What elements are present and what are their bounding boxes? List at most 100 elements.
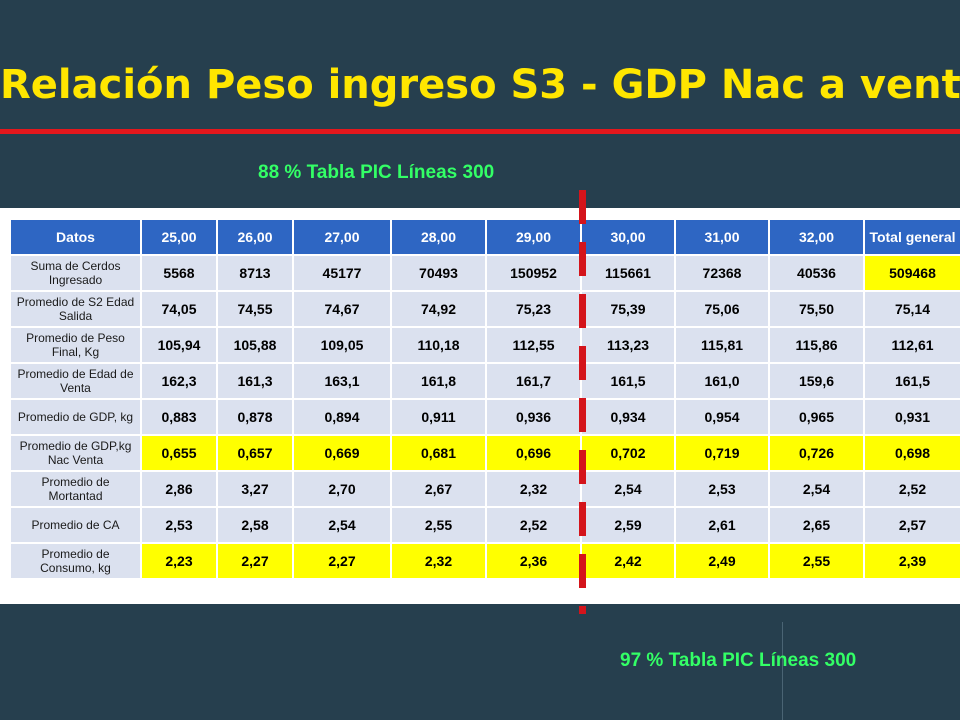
table-row: Promedio de Edad de Venta 162,3 161,3 163,1… [9,362,960,400]
vertical-guide-line [782,622,783,720]
table-cell: 72368 [674,254,770,292]
column-header: 28,00 [390,218,487,256]
table-cell: 8713 [216,254,294,292]
slide-title: Relación Peso ingreso S3 - GDP Nac a ven… [0,62,960,108]
table-cell: 115,86 [768,326,865,364]
table-row: Promedio de Peso Final, Kg 105,94 105,88 10… [9,326,960,364]
table-cell: 0,878 [216,398,294,436]
table-cell: 159,6 [768,362,865,400]
table-cell: 161,7 [485,362,582,400]
column-header: 27,00 [292,218,392,256]
column-header: 26,00 [216,218,294,256]
data-table: Datos 25,00 26,00 27,00 28,00 29,00 30,00 31,00… [9,218,960,580]
table-cell: 74,92 [390,290,487,328]
table-cell: 75,23 [485,290,582,328]
table-cell: 45177 [292,254,392,292]
table-body: Suma de Cerdos Ingresado 5568 8713 45177 704… [9,254,960,580]
column-header: Total general [863,218,960,256]
table-cell: 0,719 [674,434,770,472]
table-row: Suma de Cerdos Ingresado 5568 8713 45177 704… [9,254,960,292]
table-cell: 2,54 [768,470,865,508]
table-cell: 2,65 [768,506,865,544]
table-cell: 0,669 [292,434,392,472]
table-cell: 70493 [390,254,487,292]
total-cell: 2,57 [863,506,960,544]
table-row: Promedio de GDP, kg 0,883 0,878 0,894 0,911 0… [9,398,960,436]
table-cell: 2,55 [390,506,487,544]
table-cell: 0,696 [485,434,582,472]
table-cell: 0,883 [140,398,218,436]
table-cell: 2,86 [140,470,218,508]
table-row: Promedio de GDP,kg Nac Venta 0,655 0,657 0,… [9,434,960,472]
note-left: 88 % Tabla PIC Líneas 300 [258,162,495,183]
table-cell: 2,55 [768,542,865,580]
table-cell: 2,54 [580,470,676,508]
table-cell: 115661 [580,254,676,292]
row-label: Promedio de Edad de Venta [9,362,142,400]
total-cell: 2,52 [863,470,960,508]
total-cell: 0,931 [863,398,960,436]
table-cell: 161,5 [580,362,676,400]
column-header-datos: Datos [9,218,142,256]
table-cell: 2,53 [674,470,770,508]
table-cell: 115,81 [674,326,770,364]
table-row: Promedio de Consumo, kg 2,23 2,27 2,27 2,32 2… [9,542,960,580]
table-cell: 74,55 [216,290,294,328]
table-cell: 105,94 [140,326,218,364]
table-cell: 75,39 [580,290,676,328]
table-cell: 74,67 [292,290,392,328]
table-row: Promedio de S2 Edad Salida 74,05 74,55 74,6… [9,290,960,328]
table-cell: 0,657 [216,434,294,472]
table-cell: 2,32 [485,470,582,508]
total-cell: 161,5 [863,362,960,400]
table-cell: 75,06 [674,290,770,328]
table-cell: 0,655 [140,434,218,472]
table-frame: Datos 25,00 26,00 27,00 28,00 29,00 30,00 31,00… [0,208,960,604]
column-header: 25,00 [140,218,218,256]
table-cell: 109,05 [292,326,392,364]
table-cell: 75,50 [768,290,865,328]
table-cell: 2,23 [140,542,218,580]
column-header: 30,00 [580,218,676,256]
table-cell: 40536 [768,254,865,292]
table-cell: 2,49 [674,542,770,580]
table-cell: 105,88 [216,326,294,364]
table-cell: 5568 [140,254,218,292]
table-cell: 74,05 [140,290,218,328]
table-cell: 0,726 [768,434,865,472]
table-cell: 3,27 [216,470,294,508]
table-cell: 113,23 [580,326,676,364]
table-cell: 161,0 [674,362,770,400]
table-cell: 0,702 [580,434,676,472]
row-label: Promedio de Mortantad [9,470,142,508]
table-row: Promedio de Mortantad 2,86 3,27 2,70 2,67 2,3… [9,470,960,508]
row-label: Promedio de GDP,kg Nac Venta [9,434,142,472]
table-cell: 0,965 [768,398,865,436]
table-cell: 0,894 [292,398,392,436]
table-cell: 2,27 [292,542,392,580]
table-cell: 2,27 [216,542,294,580]
table-cell: 2,61 [674,506,770,544]
total-cell: 112,61 [863,326,960,364]
table-cell: 0,911 [390,398,487,436]
row-label: Promedio de Peso Final, Kg [9,326,142,364]
table-cell: 2,36 [485,542,582,580]
table-cell: 2,54 [292,506,392,544]
total-cell: 0,698 [863,434,960,472]
table-cell: 110,18 [390,326,487,364]
row-label: Suma de Cerdos Ingresado [9,254,142,292]
row-label: Promedio de GDP, kg [9,398,142,436]
table-cell: 161,3 [216,362,294,400]
table-cell: 2,42 [580,542,676,580]
table-cell: 2,70 [292,470,392,508]
table-cell: 2,52 [485,506,582,544]
table-cell: 0,954 [674,398,770,436]
column-header: 31,00 [674,218,770,256]
row-label: Promedio de CA [9,506,142,544]
table-cell: 163,1 [292,362,392,400]
table-row: Promedio de CA 2,53 2,58 2,54 2,55 2,52 2,59 2,… [9,506,960,544]
table-cell: 0,681 [390,434,487,472]
table-cell: 161,8 [390,362,487,400]
table-cell: 0,934 [580,398,676,436]
table-cell: 0,936 [485,398,582,436]
